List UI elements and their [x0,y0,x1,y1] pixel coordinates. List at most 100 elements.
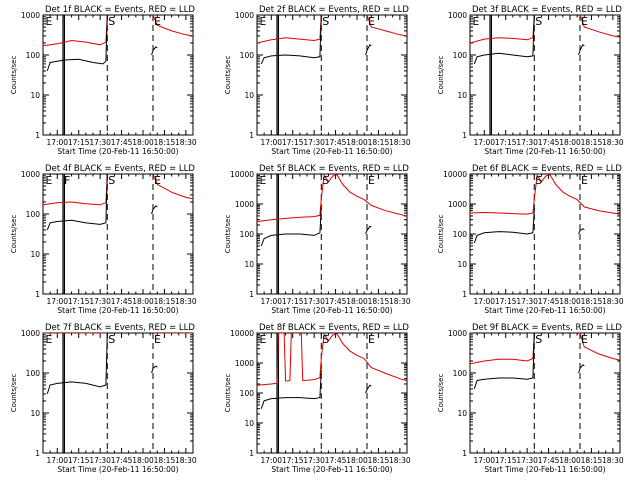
y-tick-label: 1 [462,449,467,458]
attenuator-flag: S [108,15,115,28]
y-tick-label: 10 [244,419,254,428]
x-axis-label: Start Time (20-Feb-11 16:50:00) [484,147,605,156]
panel-title: Det 9f BLACK = Events, RED = LLD [472,323,622,333]
attenuator-flag: E [154,333,161,346]
lld-series-line [366,15,407,37]
y-tick-label: 100 [240,51,255,60]
attenuator-flag: E [368,15,375,28]
lld-series-line [43,15,108,47]
y-tick-label: 100 [240,389,255,398]
x-axis-label: Start Time (20-Feb-11 16:50:00) [484,465,605,474]
panel-title: Det 3f BLACK = Events, RED = LLD [472,5,622,15]
x-axis-label: Start Time (20-Feb-11 16:50:00) [271,465,392,474]
x-tick-label: 17:30 [303,297,325,306]
y-tick-label: 10 [244,260,254,269]
x-tick-label: 18:00 [132,138,154,147]
attenuator-flag: E [259,174,266,187]
panel-5: Det 5f BLACK = Events, RED = LLD 1 10 100 10… [224,164,411,315]
lld-series-line [152,174,193,200]
panel-1: Det 1f BLACK = Events, RED = LLD 1 10 100 10… [10,5,197,156]
x-tick-label: 18:30 [389,456,411,465]
y-tick-label: 1 [249,449,254,458]
attenuator-flag: E [368,333,375,346]
x-axis-label: Start Time (20-Feb-11 16:50:00) [57,147,178,156]
attenuator-flag: E [45,333,52,346]
data-layer [257,15,407,135]
y-tick-label: 1 [35,449,40,458]
y-tick-label: 100 [26,210,41,219]
attenuator-flag: S [322,174,329,187]
panel-9: Det 9f BLACK = Events, RED = LLD 1 10 100 10… [437,323,624,474]
attenuator-flag: S [322,333,329,346]
x-tick-label: 17:30 [89,138,111,147]
events-series-line [365,44,372,56]
y-tick-label: 10000 [230,170,254,179]
plot-frame [42,173,194,295]
x-axis-label: Start Time (20-Feb-11 16:50:00) [271,147,392,156]
y-tick-label: 10 [457,409,467,418]
x-tick-label: 17:15 [68,138,90,147]
attenuator-flag: S [322,15,329,28]
events-series-line [260,369,322,409]
panel-title: Det 6f BLACK = Events, RED = LLD [472,164,622,174]
y-tick-label: 1000 [21,11,40,20]
y-tick-label: 100 [240,230,255,239]
x-tick-label: 18:15 [581,138,603,147]
y-tick-label: 1000 [235,359,254,368]
x-axis-label: Start Time (20-Feb-11 16:50:00) [57,465,178,474]
attenuator-flag: E [45,15,52,28]
lld-series-line [579,15,620,38]
attenuator-flag: S [535,174,542,187]
events-series-line [578,44,585,56]
events-series-line [365,384,372,394]
x-tick-label: 18:15 [154,297,176,306]
attenuator-flag: S [108,333,115,346]
attenuator-flag: E [368,174,375,187]
x-tick-label: 17:15 [68,297,90,306]
y-axis-label: Counts/sec [437,374,445,413]
y-tick-label: 10 [30,250,40,259]
x-tick-label: 17:15 [68,456,90,465]
y-tick-label: 1000 [448,11,467,20]
x-tick-label: 18:00 [346,138,368,147]
y-tick-label: 10 [457,91,467,100]
y-tick-label: 1000 [448,200,467,209]
x-tick-label: 17:00 [260,456,282,465]
x-tick-label: 18:00 [559,456,581,465]
x-tick-label: 18:30 [175,297,197,306]
x-tick-label: 17:00 [46,138,68,147]
x-tick-label: 18:00 [346,456,368,465]
data-layer [470,333,620,453]
attenuator-flag: E [154,174,161,187]
data-layer [43,15,193,135]
lld-series-line [257,15,322,44]
plot-frame [256,173,408,295]
plot-frame [256,332,408,454]
y-axis-label: Counts/sec [437,215,445,254]
events-series-line [365,225,372,235]
y-tick-label: 100 [26,369,41,378]
data-layer [470,15,620,135]
events-series-line [46,15,108,72]
x-tick-label: 17:00 [473,138,495,147]
attenuator-flag: E [259,15,266,28]
x-tick-label: 18:30 [175,456,197,465]
events-series-line [578,228,585,235]
x-tick-label: 17:45 [111,138,133,147]
attenuator-flag: E [581,15,588,28]
y-axis-label: Counts/sec [10,56,18,95]
attenuator-flag: E [259,333,266,346]
y-tick-label: 10 [30,91,40,100]
x-tick-label: 17:30 [89,456,111,465]
y-tick-label: 1000 [448,329,467,338]
x-tick-label: 17:30 [89,297,111,306]
y-tick-label: 10 [244,91,254,100]
y-tick-label: 1 [462,131,467,140]
panel-title: Det 4f BLACK = Events, RED = LLD [45,164,195,174]
x-tick-label: 18:00 [559,138,581,147]
x-tick-label: 18:00 [346,297,368,306]
plot-frame [469,173,621,295]
x-tick-label: 17:30 [303,456,325,465]
